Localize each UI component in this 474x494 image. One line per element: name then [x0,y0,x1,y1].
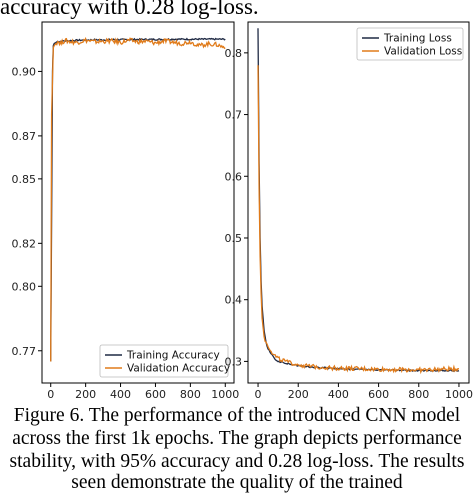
y-tick-label: 0.87 [12,130,37,143]
y-tick-label: 0.82 [12,237,37,250]
loss-chart: 0 200 400 600 800 1000 0.3 0.4 0.5 0.6 0.7 0.8 Train… [225,21,473,400]
legend-label: Training Loss [383,33,452,45]
legend-box [356,27,464,61]
legend-box [99,344,229,378]
legend-label: Validation Accuracy [127,363,230,375]
series-line-validation-accuracy [50,36,226,362]
figure-caption-line-2: across the first 1k epochs. The graph de… [12,428,462,449]
y-tick-label: 0.7 [225,109,243,122]
x-tick-label: 0 [255,388,262,400]
legend-label: Validation Loss [384,46,462,58]
figure-caption-line-1: Figure 6. The performance of the introdu… [13,405,461,426]
y-tick-label: 0.85 [12,173,37,186]
y-tick-label: 0.4 [225,294,243,307]
x-tick-label: 600 [145,388,166,400]
plot-frame [41,21,235,384]
x-tick-label: 800 [408,388,429,400]
x-tick-label: 400 [110,388,131,400]
y-tick-label: 0.80 [12,280,37,293]
y-tick-label: 0.3 [225,355,243,368]
x-tick-label: 800 [180,388,201,400]
figure-charts: 0 200 400 600 800 10000.770.800.820.850.870.9… [12,21,473,400]
series-line-training-loss [257,28,460,373]
x-tick-label: 0 [47,388,54,400]
series-line-validation-loss [257,65,460,375]
accuracy-chart: 0 200 400 600 800 1000 0.77 0.80 0.82 0.85 0.87 0.9… [12,21,239,400]
y-tick-label: 0.77 [12,345,37,358]
x-tick-label: 1000 [445,388,473,400]
y-tick-label: 0.6 [225,170,243,183]
figure-caption-line-3: stability, with 95% accuracy and 0.28 lo… [9,451,465,472]
plot-frame [247,21,470,384]
y-tick-label: 0.5 [225,232,243,245]
preceding-text-line: accuracy with 0.28 log-loss. [0,0,259,19]
y-tick-label: 0.8 [225,47,243,60]
figure-caption-line-4: seen demonstrate the quality of the trai… [71,472,403,493]
legend-label: Training Accuracy [126,350,220,362]
x-tick-label: 600 [368,388,389,400]
x-tick-label: 200 [288,388,309,400]
series-line-training-accuracy [50,37,226,362]
x-tick-label: 400 [328,388,349,400]
y-tick-label: 0.90 [12,65,37,78]
x-tick-label: 1000 [211,388,239,400]
x-tick-label: 200 [75,388,96,400]
